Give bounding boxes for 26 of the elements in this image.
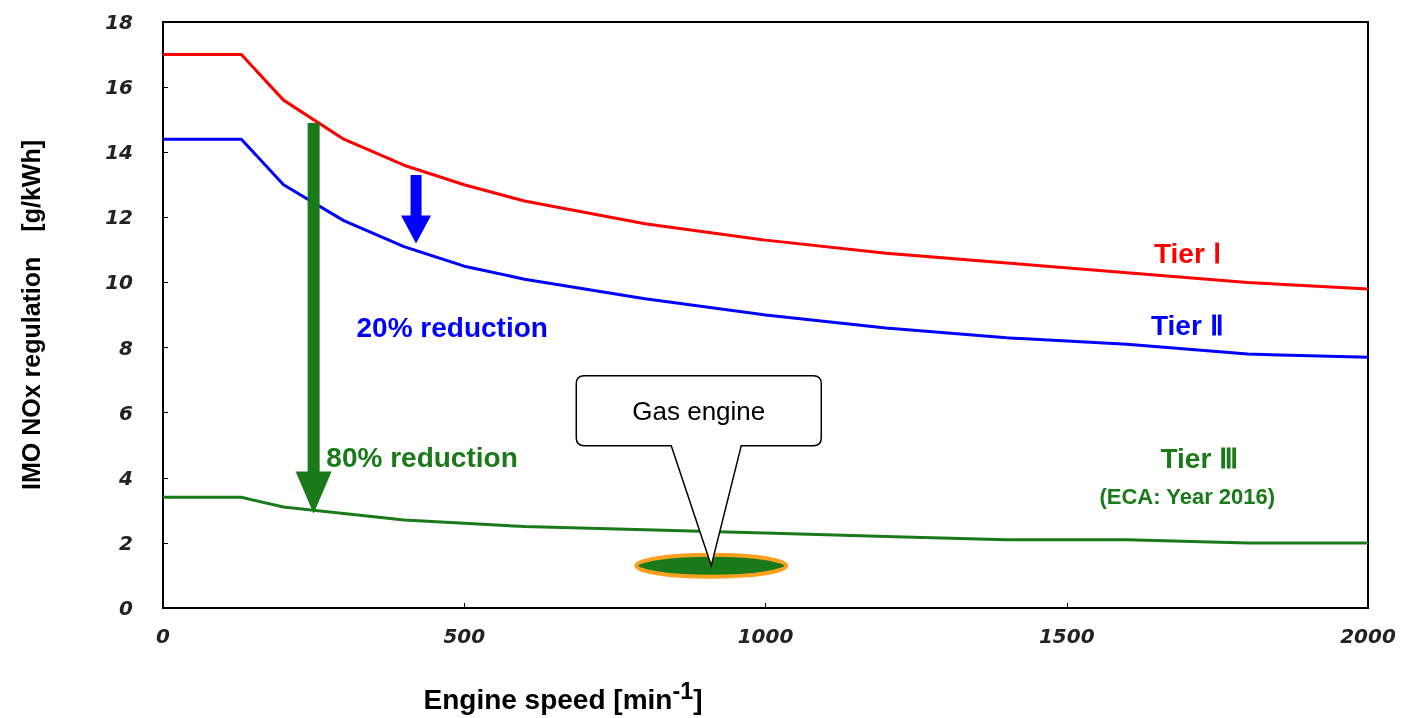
y-tick-label: 0 bbox=[119, 596, 134, 620]
annotation: (ECA: Year 2016) bbox=[1099, 484, 1276, 511]
x-axis-title: Engine speed [min$^{-1}$] bbox=[423, 677, 703, 717]
y-tick-label: 10 bbox=[105, 270, 134, 295]
y-tick-label: 12 bbox=[105, 205, 133, 230]
annotation: 80% reduction bbox=[326, 442, 518, 475]
y-tick-label: 16 bbox=[105, 75, 134, 100]
annotation: 20% reduction bbox=[356, 312, 548, 345]
y-tick-label: 2 bbox=[119, 530, 133, 555]
x-tick-label: 2000 bbox=[1340, 624, 1396, 648]
y-axis-title: IMO NOx regulation [g/kWh] bbox=[16, 140, 45, 490]
y-tick-label: 8 bbox=[119, 335, 134, 360]
y-tick-label: 6 bbox=[119, 400, 134, 425]
x-tick-label: 1000 bbox=[737, 624, 794, 648]
line-series bbox=[161, 137, 1370, 359]
series-label: Tier Ⅱ bbox=[1150, 308, 1224, 342]
line-series bbox=[161, 53, 1370, 291]
y-tick-label: 18 bbox=[105, 10, 134, 34]
x-tick-label: 0 bbox=[156, 624, 171, 648]
series-label: Tier Ⅰ bbox=[1153, 236, 1221, 270]
y-tick-label: 14 bbox=[105, 140, 133, 165]
x-tick-label: 1500 bbox=[1038, 624, 1095, 648]
text: Tier Ⅲ bbox=[1160, 441, 1239, 475]
x-tick-label: 500 bbox=[443, 624, 486, 648]
annotation: Gas engine bbox=[632, 395, 766, 427]
y-tick-label: 4 bbox=[118, 465, 133, 490]
